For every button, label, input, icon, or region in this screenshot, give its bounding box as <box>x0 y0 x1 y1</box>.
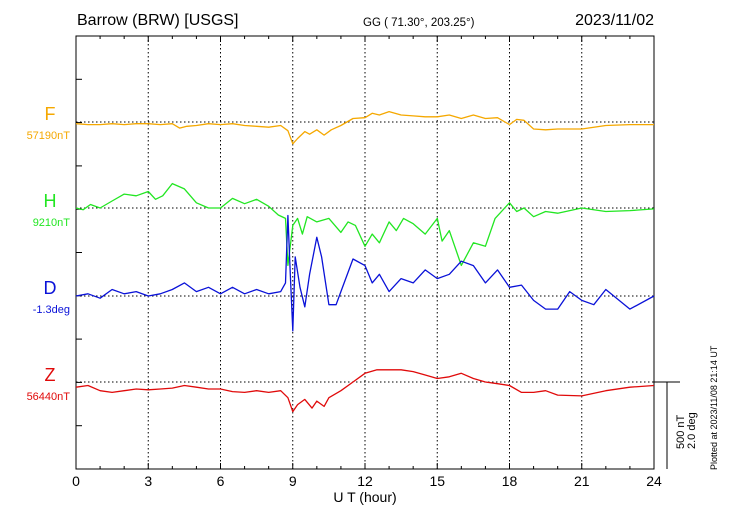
series-name-d: D <box>44 278 57 298</box>
series-name-z: Z <box>45 365 56 385</box>
x-tick-label: 12 <box>357 473 373 489</box>
grid-lines <box>147 36 583 469</box>
series-name-h: H <box>44 191 57 211</box>
series-lines <box>75 110 655 413</box>
series-baseline-d: -1.3deg <box>33 304 70 316</box>
series-baselines <box>76 121 654 383</box>
x-tick-label: 3 <box>144 473 152 489</box>
x-tick-label: 9 <box>289 473 297 489</box>
x-tick-label: 0 <box>72 473 80 489</box>
scale-label-deg: 2.0 deg <box>686 412 698 449</box>
series-line-h <box>75 182 655 267</box>
series-line-d <box>75 214 655 332</box>
x-tick-label: 21 <box>574 473 590 489</box>
plot-date: 2023/11/02 <box>575 12 654 29</box>
x-tick-label: 18 <box>502 473 518 489</box>
series-line-f <box>75 110 654 145</box>
x-tick-label: 6 <box>217 473 225 489</box>
x-axis-label: U T (hour) <box>333 489 396 505</box>
x-tick-label: 15 <box>429 473 445 489</box>
plotted-timestamp: Plotted at 2023/11/08 21:14 UT <box>709 345 719 470</box>
axis-ticks <box>75 36 655 469</box>
x-tick-label: 24 <box>646 473 662 489</box>
station-title: Barrow (BRW) [USGS] <box>77 12 239 29</box>
series-baseline-f: 57190nT <box>27 130 71 142</box>
scale-label-nT: 500 nT <box>675 414 687 449</box>
series-baseline-h: 9210nT <box>33 217 71 229</box>
series-name-f: F <box>45 104 56 124</box>
series-labels: F 57190nT H 9210nT D -1.3deg Z 56440nT <box>27 104 71 403</box>
series-baseline-z: 56440nT <box>27 391 71 403</box>
x-tick-labels: 0 3 6 9 12 15 18 21 24 <box>72 473 662 489</box>
series-line-z <box>75 369 655 413</box>
scale-bar: 500 nT 2.0 deg <box>654 381 698 469</box>
geographic-coords: GG ( 71.30°, 203.25°) <box>363 17 475 29</box>
